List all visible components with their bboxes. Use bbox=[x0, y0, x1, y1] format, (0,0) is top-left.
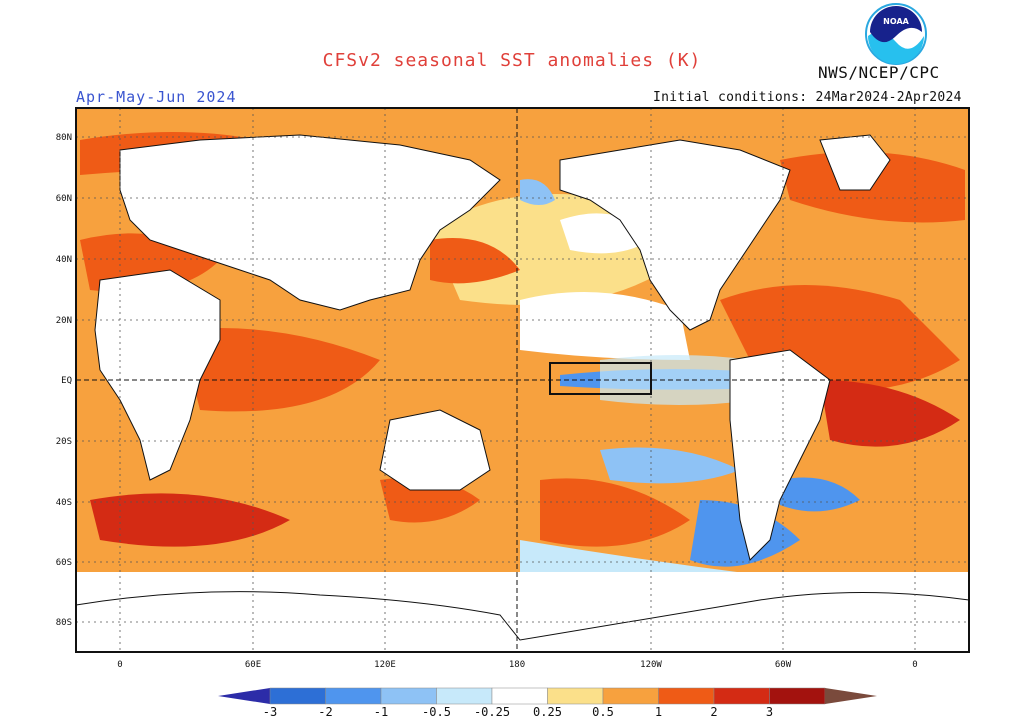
colorbar-segment bbox=[769, 687, 826, 705]
colorbar-label: 3 bbox=[766, 705, 773, 719]
lat-label: 40N bbox=[56, 255, 72, 265]
lat-label: 60S bbox=[56, 558, 72, 568]
south-pacific-warm bbox=[540, 478, 690, 547]
season-label: Apr-May-Jun 2024 bbox=[76, 88, 237, 106]
colorbar-label: -2 bbox=[318, 705, 332, 719]
colorbar-label: 2 bbox=[710, 705, 717, 719]
north-pacific-neutral bbox=[520, 292, 690, 360]
antarctica-landmass bbox=[76, 591, 969, 652]
latitude-labels: 80N 60N 40N 20N EQ 20S 40S 60S 80S bbox=[56, 133, 72, 628]
colorbar-label: 0.25 bbox=[533, 705, 562, 719]
lon-label: 120E bbox=[374, 660, 396, 670]
bering-sea-cool bbox=[520, 179, 555, 205]
lat-label: 20N bbox=[56, 316, 72, 326]
colorbar-label: -3 bbox=[263, 705, 277, 719]
africa-landmass bbox=[94, 269, 221, 481]
north-america-landmass bbox=[559, 139, 791, 331]
lat-label: 80S bbox=[56, 618, 72, 628]
lat-label: 20S bbox=[56, 437, 72, 447]
continents bbox=[76, 134, 969, 652]
colorbar-arrow-high bbox=[825, 688, 877, 704]
map-title: CFSv2 seasonal SST anomalies (K) bbox=[322, 50, 702, 71]
colorbar-segment bbox=[491, 687, 548, 705]
colorbar-segment bbox=[547, 687, 604, 705]
colorbar-segment bbox=[713, 687, 770, 705]
noaa-logo-icon: NOAA bbox=[865, 3, 927, 65]
south-atlantic-cool bbox=[780, 477, 860, 512]
colorbar-segment bbox=[658, 687, 715, 705]
greenland-landmass bbox=[819, 134, 891, 191]
colorbar-segment bbox=[380, 687, 437, 705]
colorbar-segment bbox=[602, 687, 659, 705]
lon-label: 60E bbox=[245, 660, 261, 670]
lon-label: 180 bbox=[509, 660, 525, 670]
colorbar-label: 1 bbox=[655, 705, 662, 719]
colorbar-label: 0.5 bbox=[592, 705, 614, 719]
lat-label: 60N bbox=[56, 194, 72, 204]
logo-text: NOAA bbox=[883, 17, 909, 26]
lon-label: 0 bbox=[117, 660, 122, 670]
initial-conditions-label: Initial conditions: 24Mar2024-2Apr2024 bbox=[653, 90, 962, 105]
colorbar-segment bbox=[269, 687, 326, 705]
colorbar-label: -1 bbox=[374, 705, 388, 719]
north-atlantic-warm bbox=[780, 152, 965, 223]
colorbar-label: -0.5 bbox=[422, 705, 451, 719]
southern-indian-warm bbox=[90, 493, 290, 547]
south-atlantic-warm bbox=[820, 380, 960, 447]
eurasia-landmass bbox=[119, 134, 501, 311]
south-america-landmass bbox=[729, 349, 831, 561]
lat-label: 40S bbox=[56, 498, 72, 508]
colorbar-arrow-low bbox=[218, 688, 270, 704]
longitude-labels: 0 60E 120E 180 120W 60W 0 bbox=[117, 660, 917, 670]
lat-label: 80N bbox=[56, 133, 72, 143]
lon-label: 120W bbox=[640, 660, 662, 670]
agency-label: NWS/NCEP/CPC bbox=[818, 63, 940, 82]
colorbar-segment bbox=[325, 687, 382, 705]
map-frame bbox=[75, 107, 970, 653]
southeast-pacific-cool bbox=[600, 447, 740, 484]
nino34-box bbox=[549, 362, 652, 395]
lat-label: EQ bbox=[61, 376, 72, 386]
colorbar-segment bbox=[436, 687, 493, 705]
kuroshio-warm-patch bbox=[430, 238, 520, 284]
australia-landmass bbox=[379, 409, 491, 491]
lon-label: 60W bbox=[775, 660, 792, 670]
indian-ocean-warm bbox=[180, 328, 380, 412]
lon-label: 0 bbox=[912, 660, 917, 670]
colorbar-label: -0.25 bbox=[474, 705, 510, 719]
